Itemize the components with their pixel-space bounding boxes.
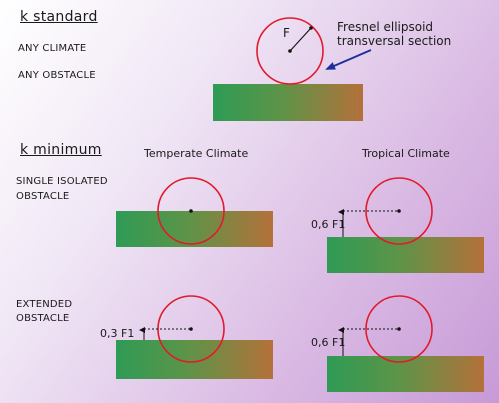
center-point-standard (288, 49, 292, 53)
k-minimum-heading: k minimum (20, 142, 102, 158)
obstacle-temperate-extended (116, 340, 273, 379)
tropical-climate-title: Tropical Climate (362, 147, 450, 160)
center-point-tropical-single (397, 209, 401, 213)
radius-line (289, 27, 312, 52)
any-climate-label: ANY CLIMATE (18, 43, 87, 54)
any-obstacle-label: ANY OBSTACLE (18, 70, 96, 81)
k-standard-heading: k standard (20, 9, 98, 25)
clearance-label-tropical-single: 0,6 F1 (311, 218, 346, 231)
center-point-temperate-extended (189, 327, 193, 331)
callout-line-2: transversal section (337, 34, 452, 48)
callout-arrow (325, 49, 372, 70)
fresnel-circle-tropical-single (365, 177, 433, 245)
fresnel-circle-standard (256, 17, 324, 85)
radius-label: F (283, 26, 290, 40)
fresnel-circle-tropical-extended (365, 295, 433, 363)
radius-end-point (309, 26, 313, 30)
extended-label: EXTENDED (16, 299, 73, 310)
obstacle-temperate-single (116, 211, 273, 247)
callout-line-1: Fresnel ellipsoid (337, 20, 434, 34)
clearance-label-temperate-extended: 0,3 F1 (100, 327, 135, 340)
obstacle-standard (213, 84, 363, 121)
center-point-tropical-extended (397, 327, 401, 331)
single-isolated-label: SINGLE ISOLATED (16, 176, 108, 187)
temperate-climate-title: Temperate Climate (144, 147, 249, 160)
fresnel-circle-temperate-single (157, 177, 225, 245)
center-point-temperate-single (189, 209, 193, 213)
extended-obstacle-label: OBSTACLE (16, 313, 70, 324)
single-obstacle-label: OBSTACLE (16, 191, 70, 202)
clearance-label-tropical-extended: 0,6 F1 (311, 336, 346, 349)
